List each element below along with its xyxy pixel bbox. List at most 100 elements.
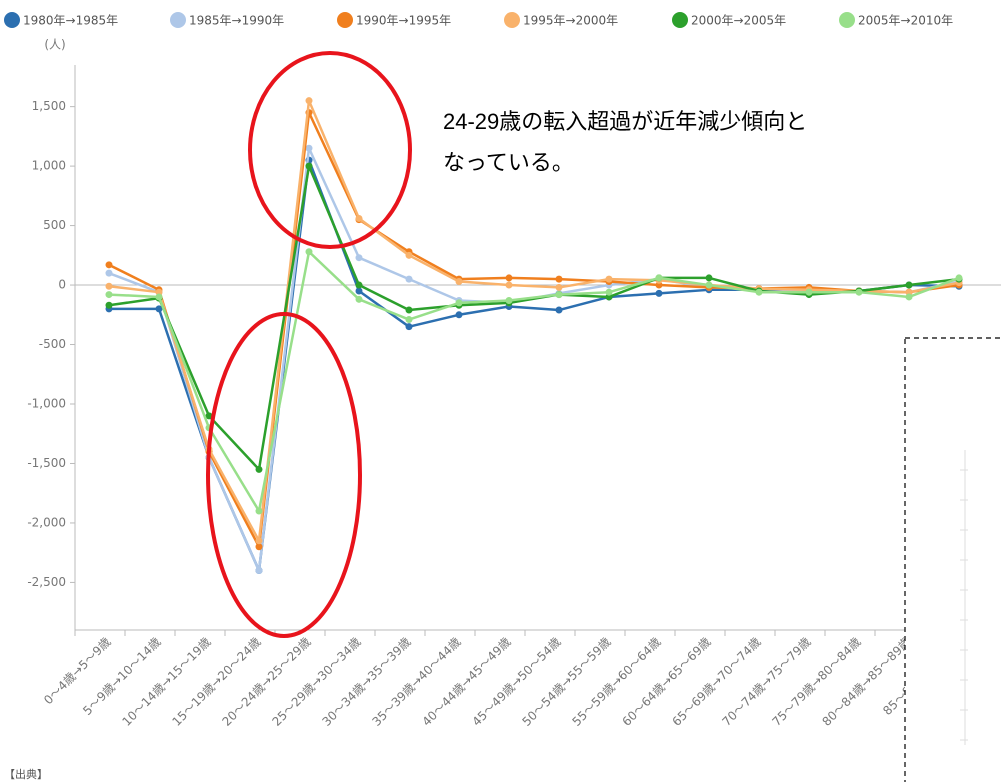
inset-box	[904, 337, 1001, 782]
series-line	[109, 158, 960, 572]
point	[855, 288, 863, 296]
annotation: なっている。	[443, 150, 574, 175]
point	[355, 281, 363, 289]
x-tick-label: 80〜84歳→85〜89歳	[819, 635, 913, 729]
point	[705, 281, 713, 289]
y-tick-label: -2,000	[27, 515, 66, 529]
legend-swatch	[4, 12, 20, 28]
point	[555, 291, 563, 299]
point	[305, 248, 313, 256]
legend-swatch	[839, 12, 855, 28]
highlight-ellipse	[248, 51, 412, 249]
point	[255, 567, 263, 575]
point	[905, 293, 913, 301]
point	[255, 537, 263, 545]
point	[905, 281, 913, 289]
point	[555, 283, 563, 291]
legend-label: 1990年→1995年	[356, 14, 451, 28]
point	[505, 274, 513, 282]
point	[305, 97, 313, 105]
x-tick-label: 10〜14歳→15〜19歳	[119, 635, 213, 729]
point	[605, 288, 613, 296]
point	[105, 291, 113, 299]
point	[405, 251, 413, 259]
point	[555, 306, 563, 314]
series-line	[108, 99, 960, 543]
y-tick-label: -500	[39, 337, 66, 351]
point	[305, 144, 313, 152]
legend-label: 1980年→1985年	[23, 14, 118, 28]
y-axis-label: (人)	[44, 38, 65, 52]
point	[405, 323, 413, 331]
point	[355, 214, 363, 222]
legend-label: 2005年→2010年	[858, 14, 953, 28]
legend-label: 1985年→1990年	[189, 14, 284, 28]
x-tick-label: 35〜39歳→40〜44歳	[369, 635, 463, 729]
point	[405, 275, 413, 283]
y-tick-label: -1,000	[27, 397, 66, 411]
y-tick-label: 0	[58, 278, 66, 292]
point	[105, 301, 113, 309]
point	[455, 311, 463, 319]
point	[755, 288, 763, 296]
legend-swatch	[504, 12, 520, 28]
point	[955, 274, 963, 282]
x-tick-label: 60〜64歳→65〜69歳	[619, 635, 713, 729]
x-tick-label: 75〜79歳→80〜84歳	[769, 635, 863, 729]
annotation: 24-29歳の転入超過が近年減少傾向と	[443, 109, 807, 134]
y-tick-label: -1,500	[27, 456, 66, 470]
x-tick-label: 15〜19歳→20〜24歳	[169, 635, 263, 729]
point	[305, 162, 313, 170]
legend-swatch	[170, 12, 186, 28]
inset-chart	[960, 450, 968, 745]
highlight-ellipse	[206, 312, 362, 638]
point	[655, 289, 663, 297]
x-tick-label: 65〜69歳→70〜74歳	[669, 635, 763, 729]
x-tick-label: 55〜59歳→60〜64歳	[569, 635, 663, 729]
point	[505, 297, 513, 305]
x-tick-label: 45〜49歳→50〜54歳	[469, 635, 563, 729]
y-tick-label: 1,000	[32, 159, 66, 173]
point	[805, 288, 813, 296]
series-line	[108, 164, 960, 471]
point	[405, 316, 413, 324]
y-tick-label: 1,500	[32, 99, 66, 113]
source-label: 【出典】	[4, 767, 48, 781]
point	[505, 281, 513, 289]
x-tick-label: 40〜44歳→45〜49歳	[419, 635, 513, 729]
point	[205, 412, 213, 420]
point	[255, 507, 263, 515]
point	[355, 287, 363, 295]
point	[605, 275, 613, 283]
point	[255, 543, 263, 551]
y-tick-label: 500	[43, 218, 66, 232]
y-tick-label: -2,500	[27, 575, 66, 589]
point	[405, 306, 413, 314]
legend-swatch	[337, 12, 353, 28]
legend-swatch	[672, 12, 688, 28]
point	[105, 261, 113, 269]
legend-label: 2000年→2005年	[691, 14, 786, 28]
legend-label: 1995年→2000年	[523, 14, 618, 28]
point	[155, 305, 163, 313]
point	[105, 269, 113, 277]
point	[555, 275, 563, 283]
x-tick-label: 20〜24歳→25〜29歳	[219, 635, 313, 729]
point	[705, 274, 713, 282]
point	[255, 465, 263, 473]
x-tick-label: 70〜74歳→75〜79歳	[719, 635, 813, 729]
x-tick-label: 25〜29歳→30〜34歳	[269, 635, 363, 729]
point	[455, 277, 463, 285]
x-tick-label: 30〜34歳→35〜39歳	[319, 635, 413, 729]
point	[355, 295, 363, 303]
point	[155, 293, 163, 301]
series-line	[108, 250, 960, 513]
point	[355, 254, 363, 262]
point	[105, 282, 113, 290]
x-tick-label: 50〜54歳→55〜59歳	[519, 635, 613, 729]
point	[455, 299, 463, 307]
series-line	[108, 147, 960, 572]
point	[655, 274, 663, 282]
